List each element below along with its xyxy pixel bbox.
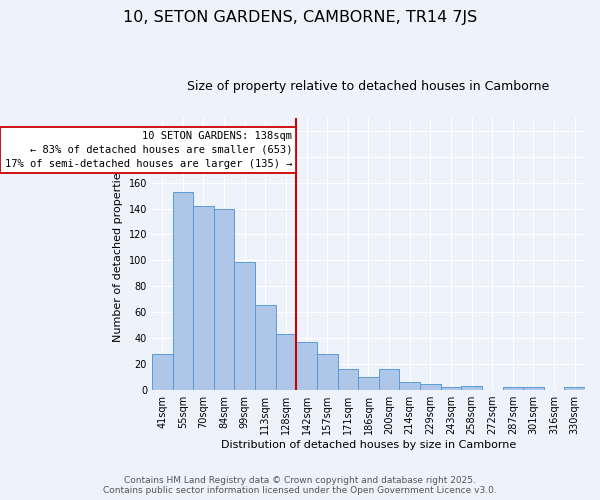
- Bar: [400, 382, 420, 390]
- Bar: [338, 370, 358, 390]
- Bar: [275, 334, 296, 390]
- Bar: [152, 354, 173, 390]
- Bar: [379, 370, 400, 390]
- Text: Contains HM Land Registry data © Crown copyright and database right 2025.
Contai: Contains HM Land Registry data © Crown c…: [103, 476, 497, 495]
- Bar: [235, 262, 255, 390]
- Bar: [193, 206, 214, 390]
- Bar: [565, 388, 585, 390]
- Y-axis label: Number of detached properties: Number of detached properties: [113, 166, 123, 342]
- Bar: [461, 386, 482, 390]
- Bar: [296, 342, 317, 390]
- Text: 10 SETON GARDENS: 138sqm
← 83% of detached houses are smaller (653)
17% of semi-: 10 SETON GARDENS: 138sqm ← 83% of detach…: [5, 130, 292, 168]
- Bar: [173, 192, 193, 390]
- Bar: [317, 354, 338, 390]
- Bar: [420, 384, 440, 390]
- Bar: [503, 388, 523, 390]
- Bar: [255, 304, 275, 390]
- Bar: [523, 388, 544, 390]
- Bar: [214, 208, 235, 390]
- X-axis label: Distribution of detached houses by size in Camborne: Distribution of detached houses by size …: [221, 440, 516, 450]
- Title: Size of property relative to detached houses in Camborne: Size of property relative to detached ho…: [187, 80, 550, 93]
- Text: 10, SETON GARDENS, CAMBORNE, TR14 7JS: 10, SETON GARDENS, CAMBORNE, TR14 7JS: [123, 10, 477, 25]
- Bar: [358, 377, 379, 390]
- Bar: [440, 388, 461, 390]
